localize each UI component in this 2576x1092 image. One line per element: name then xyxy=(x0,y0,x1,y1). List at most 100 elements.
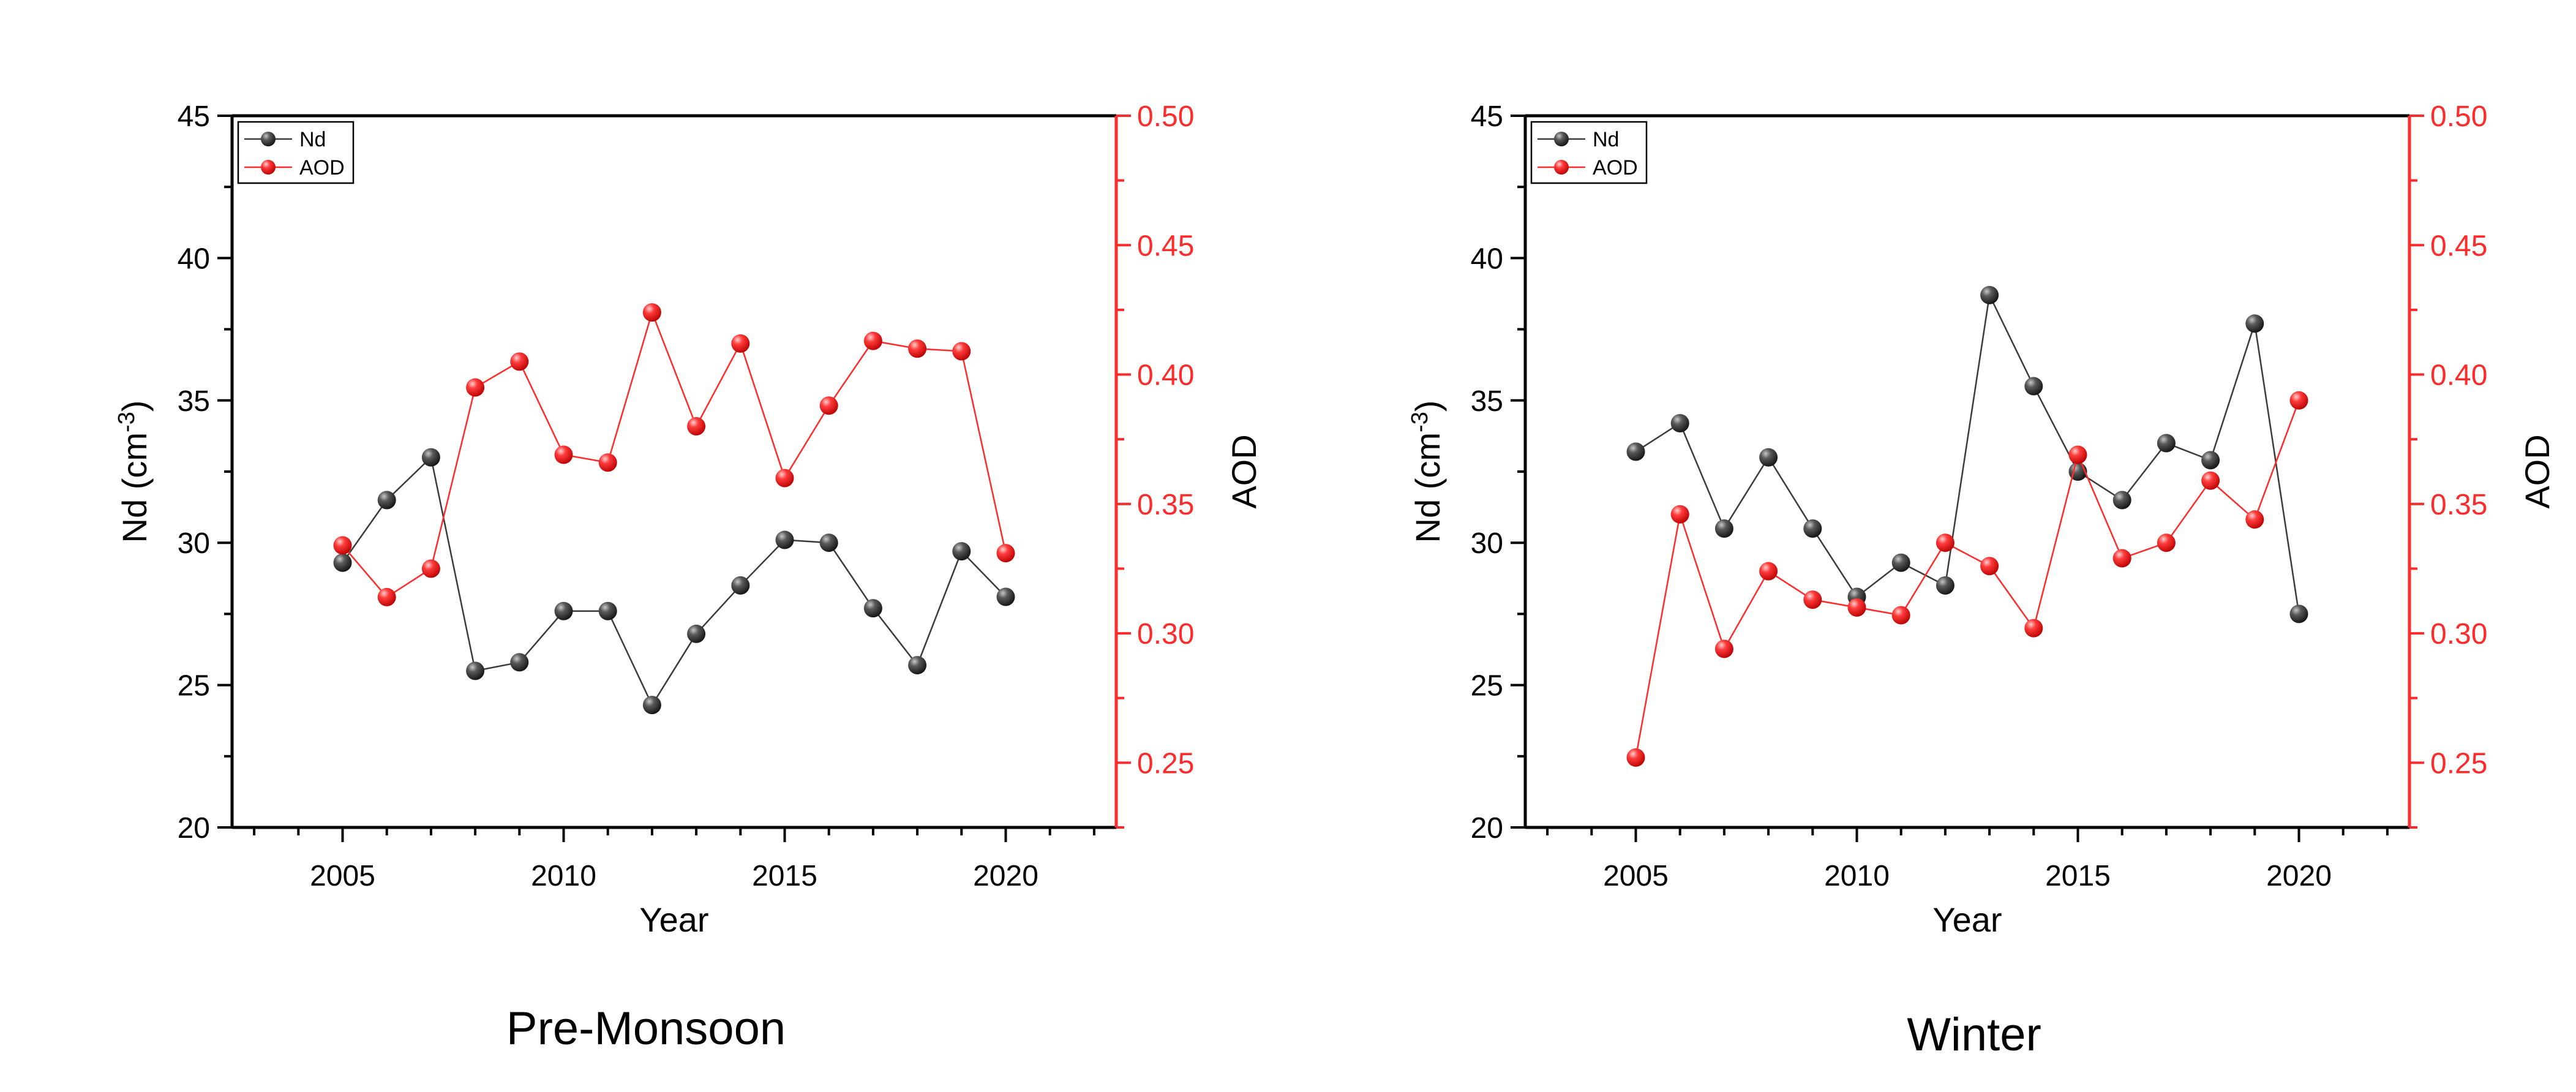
data-point-aod xyxy=(2112,549,2131,568)
y-axis-right-title: AOD xyxy=(2518,434,2556,508)
data-point-nd xyxy=(2024,377,2043,396)
data-point-nd xyxy=(1891,553,1910,572)
data-point-nd xyxy=(731,576,750,595)
data-point-nd xyxy=(2157,434,2176,453)
data-point-nd xyxy=(2245,314,2264,333)
y-axis-left-title-superscript: -3 xyxy=(114,412,140,432)
data-point-nd xyxy=(642,696,661,715)
panel-caption: Winter xyxy=(1907,1009,2041,1061)
y-left-tick-label: 40 xyxy=(1471,243,1503,275)
y-axis-left-title-end: ) xyxy=(115,401,154,412)
data-point-aod xyxy=(1980,557,1999,576)
data-point-nd xyxy=(775,530,794,549)
data-point-aod xyxy=(2245,510,2264,529)
legend-box xyxy=(237,121,355,184)
x-tick-label: 2005 xyxy=(1603,860,1669,892)
data-point-aod xyxy=(1847,598,1866,617)
series-line-aod xyxy=(342,310,1007,598)
series-line-nd xyxy=(342,456,1007,707)
data-point-aod xyxy=(1759,562,1778,581)
data-point-nd xyxy=(2289,604,2308,623)
data-point-aod xyxy=(421,559,440,578)
y-right-tick-label: 0.35 xyxy=(2430,489,2487,521)
x-tick-label: 2015 xyxy=(752,860,817,892)
legend-label-aod: AOD xyxy=(1593,156,1638,179)
x-tick-label: 2020 xyxy=(973,860,1038,892)
data-point-nd xyxy=(598,601,617,620)
data-point-nd xyxy=(1759,448,1778,467)
data-point-nd xyxy=(1714,519,1733,538)
y-left-tick-label: 45 xyxy=(1471,100,1503,133)
y-right-tick-label: 0.40 xyxy=(2430,360,2487,392)
data-point-nd xyxy=(466,661,485,680)
y-left-tick-label: 25 xyxy=(178,670,210,702)
legend-label-nd: Nd xyxy=(1593,128,1619,151)
data-point-aod xyxy=(687,417,706,436)
data-point-aod xyxy=(2068,445,2087,464)
legend-label-aod: AOD xyxy=(299,156,345,179)
data-point-nd xyxy=(2112,491,2131,510)
data-point-nd xyxy=(819,533,838,552)
data-point-nd xyxy=(996,587,1015,606)
x-tick-label: 2005 xyxy=(310,860,375,892)
data-point-aod xyxy=(466,378,485,397)
y-left-tick-label: 40 xyxy=(178,243,210,275)
series-line-nd xyxy=(1635,292,2300,614)
y-left-tick-label: 45 xyxy=(178,100,210,133)
data-point-aod xyxy=(2157,533,2176,552)
data-point-nd xyxy=(1803,519,1822,538)
data-point-nd xyxy=(1626,442,1645,461)
x-axis-title: Year xyxy=(639,900,708,939)
y-right-tick-label: 0.50 xyxy=(2430,100,2487,133)
y-right-tick-label: 0.35 xyxy=(1137,489,1194,521)
x-tick-label: 2020 xyxy=(2266,860,2332,892)
data-point-aod xyxy=(2201,471,2220,490)
chart-panel-1: 2005 2010 2015 20202025303540450.250.300.35… xyxy=(114,100,1263,1055)
chart-panel-2: 2005 2010 2015 20202025303540450.250.300.35… xyxy=(1407,100,2556,1061)
legend-marker-aod xyxy=(1554,160,1569,175)
x-tick-label: 2015 xyxy=(2045,860,2111,892)
data-point-aod xyxy=(642,303,661,322)
x-tick-label: 2010 xyxy=(531,860,596,892)
y-right-tick-label: 0.30 xyxy=(2430,618,2487,650)
data-point-nd xyxy=(333,553,352,572)
y-left-tick-label: 30 xyxy=(1471,527,1503,560)
data-point-aod xyxy=(731,334,750,353)
data-point-nd xyxy=(554,601,573,620)
legend-label-nd: Nd xyxy=(299,128,326,151)
data-point-aod xyxy=(952,342,971,361)
y-right-tick-label: 0.45 xyxy=(1137,230,1194,262)
x-axis-title: Year xyxy=(1932,900,2002,939)
y-right-tick-label: 0.25 xyxy=(1137,747,1194,780)
data-point-nd xyxy=(1980,285,1999,304)
data-point-nd xyxy=(863,599,882,618)
data-point-aod xyxy=(333,536,352,555)
data-point-aod xyxy=(775,469,794,488)
data-point-aod xyxy=(510,352,529,371)
data-point-nd xyxy=(2201,451,2220,470)
data-point-aod xyxy=(1670,505,1689,524)
y-right-tick-label: 0.50 xyxy=(1137,100,1194,133)
y-left-tick-label: 30 xyxy=(178,527,210,560)
data-point-nd xyxy=(908,656,927,675)
data-point-nd xyxy=(1670,413,1689,432)
y-axis-left-title: Nd (cm-3) xyxy=(1407,401,1447,543)
y-axis-left-title-main: Nd (cm xyxy=(1408,432,1447,543)
series-line-aod xyxy=(1635,400,2300,758)
y-right-tick-label: 0.25 xyxy=(2430,747,2487,780)
data-point-nd xyxy=(421,448,440,467)
data-point-aod xyxy=(377,587,396,606)
y-axis-left-title-main: Nd (cm xyxy=(115,432,154,543)
legend-box xyxy=(1530,121,1648,184)
legend-marker-nd xyxy=(1554,132,1569,146)
data-point-aod xyxy=(908,339,927,358)
data-point-aod xyxy=(554,445,573,464)
data-point-aod xyxy=(2024,619,2043,638)
y-right-tick-label: 0.30 xyxy=(1137,618,1194,650)
y-left-tick-label: 35 xyxy=(178,385,210,418)
data-point-nd xyxy=(952,542,971,561)
y-left-tick-label: 20 xyxy=(178,812,210,845)
panel-caption: Pre-Monsoon xyxy=(506,1003,786,1055)
